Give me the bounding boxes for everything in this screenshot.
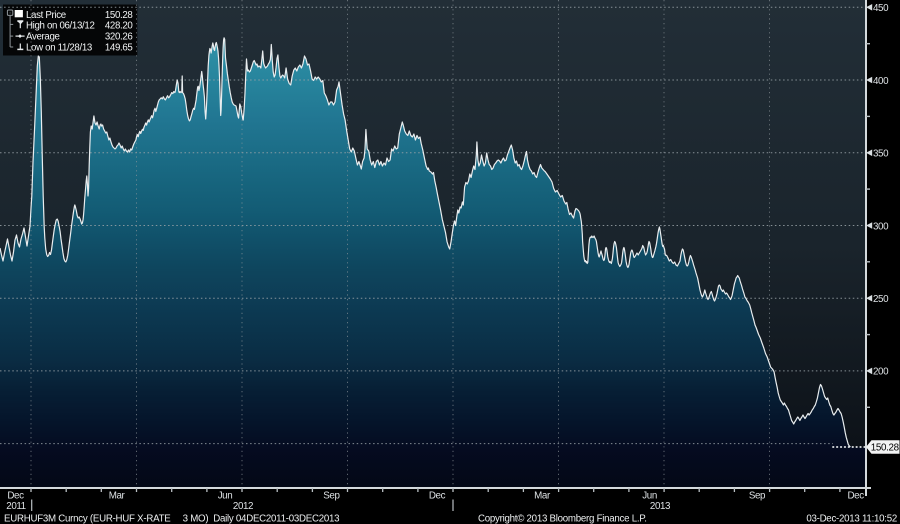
- svg-text:Dec: Dec: [429, 490, 446, 501]
- svg-text:2013: 2013: [650, 501, 671, 512]
- svg-text:Mar: Mar: [534, 490, 551, 501]
- svg-text:150.28: 150.28: [105, 10, 133, 21]
- svg-text:Jun: Jun: [218, 490, 233, 501]
- svg-text:320.26: 320.26: [105, 32, 133, 43]
- svg-text:450: 450: [873, 3, 889, 14]
- svg-text:Dec: Dec: [7, 490, 24, 501]
- svg-text:EURHUF3M Curncy (EUR-HUF X-RAT: EURHUF3M Curncy (EUR-HUF X-RATE 3 MO) Da…: [4, 514, 339, 524]
- svg-text:200: 200: [873, 367, 889, 378]
- svg-text:300: 300: [873, 221, 889, 232]
- svg-text:428.20: 428.20: [105, 21, 134, 32]
- svg-text:Jun: Jun: [642, 490, 657, 501]
- svg-text:2011: 2011: [6, 501, 25, 512]
- svg-text:Last Price: Last Price: [26, 10, 66, 21]
- svg-text:Dec: Dec: [847, 490, 864, 501]
- svg-text:2012: 2012: [233, 501, 253, 512]
- svg-text:Copyright© 2013 Bloomberg Fina: Copyright© 2013 Bloomberg Finance L.P.: [478, 514, 647, 524]
- svg-text:Average: Average: [26, 32, 60, 43]
- svg-text:Mar: Mar: [109, 490, 126, 501]
- svg-text:250: 250: [873, 294, 889, 305]
- svg-text:400: 400: [873, 76, 889, 87]
- svg-text:149.65: 149.65: [105, 42, 133, 53]
- svg-text:150.28: 150.28: [871, 443, 900, 454]
- svg-text:350: 350: [873, 149, 889, 160]
- svg-text:03-Dec-2013 11:10:52: 03-Dec-2013 11:10:52: [806, 514, 897, 524]
- svg-text:Low on 11/28/13: Low on 11/28/13: [26, 42, 92, 53]
- svg-text:Sep: Sep: [749, 490, 766, 501]
- svg-text:High on 06/13/12: High on 06/13/12: [26, 21, 95, 32]
- svg-text:Sep: Sep: [323, 490, 340, 501]
